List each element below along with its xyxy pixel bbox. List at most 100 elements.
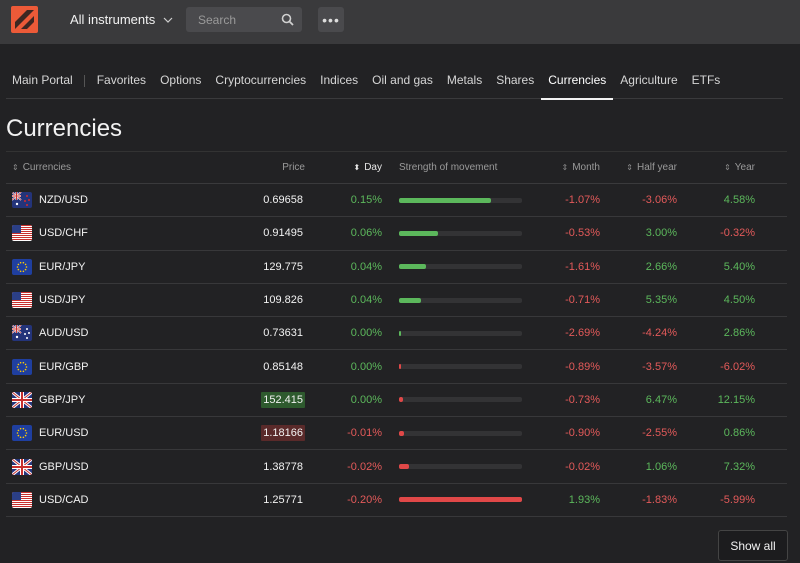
day-change: -0.20%: [347, 493, 382, 506]
column-header-year[interactable]: ⇕ Year: [724, 162, 755, 173]
chevron-down-icon: [163, 17, 173, 23]
strength-bar-fill: [399, 197, 491, 203]
show-all-button[interactable]: Show all: [718, 530, 788, 561]
tab-main-portal[interactable]: Main Portal: [6, 66, 85, 99]
instrument-symbol: AUD/USD: [39, 327, 89, 340]
price-value: 109.826: [263, 294, 303, 307]
instrument-cell[interactable]: EUR/JPY: [12, 251, 85, 283]
instrument-symbol: USD/JPY: [39, 294, 86, 307]
sort-icon: ⇕: [12, 163, 19, 172]
year-change: 4.50%: [723, 294, 755, 307]
price-cell: 1.38778: [261, 450, 305, 482]
tab-shares[interactable]: Shares: [496, 73, 535, 87]
price-cell: 0.91495: [261, 217, 305, 249]
month-change: -1.61%: [565, 260, 600, 273]
top-bar: All instruments •••: [0, 0, 800, 44]
table-row[interactable]: NZD/USD 0.69658 0.15% -1.07% -3.06% 4.58%: [6, 184, 787, 218]
day-change: -0.02%: [347, 460, 382, 473]
gb-flag-icon: [12, 391, 32, 408]
sort-icon: ⇕: [724, 163, 731, 172]
year-change: 0.86%: [723, 427, 755, 440]
instrument-cell[interactable]: GBP/JPY: [12, 384, 85, 416]
table-row[interactable]: USD/CHF 0.91495 0.06% -0.53% 3.00% -0.32%: [6, 217, 787, 251]
strength-bar-fill: [399, 330, 401, 336]
instrument-symbol: EUR/USD: [39, 427, 89, 440]
table-row[interactable]: USD/JPY 109.826 0.04% -0.71% 5.35% 4.50%: [6, 284, 787, 318]
search-box[interactable]: [186, 7, 302, 32]
table-row[interactable]: USD/CAD 1.25771 -0.20% 1.93% -1.83% -5.99%: [6, 484, 787, 517]
table-row[interactable]: EUR/USD 1.18166 -0.01% -0.90% -2.55% 0.86%: [6, 417, 787, 451]
column-header-currencies[interactable]: ⇕ Currencies: [12, 162, 72, 173]
instrument-cell[interactable]: USD/JPY: [12, 284, 85, 316]
search-icon[interactable]: [281, 13, 294, 26]
tab-metals[interactable]: Metals: [446, 73, 483, 87]
year-change: -5.99%: [720, 493, 755, 506]
year-change: 2.86%: [723, 327, 755, 340]
table-body: NZD/USD 0.69658 0.15% -1.07% -3.06% 4.58% USD/…: [6, 184, 787, 517]
month-change: -0.89%: [565, 360, 600, 373]
strength-bar-fill: [399, 230, 438, 236]
tab-cryptocurrencies[interactable]: Cryptocurrencies: [215, 73, 307, 87]
table-row[interactable]: GBP/USD 1.38778 -0.02% -0.02% 1.06% 7.32%: [6, 450, 787, 484]
search-input[interactable]: [198, 12, 278, 27]
day-change: 0.00%: [350, 360, 382, 373]
strength-cell: [399, 251, 522, 283]
us-flag-icon: [12, 225, 32, 242]
instrument-cell[interactable]: AUD/USD: [12, 317, 89, 349]
price-value: 1.25771: [263, 493, 303, 506]
strength-bar-fill: [399, 430, 404, 436]
day-change: 0.00%: [350, 327, 382, 340]
half-year-change: 6.47%: [645, 393, 677, 406]
half-year-change: -3.57%: [642, 360, 677, 373]
tab-etfs[interactable]: ETFs: [691, 73, 721, 87]
instrument-selector[interactable]: All instruments: [70, 12, 173, 27]
column-header-day[interactable]: ⬍ Day: [353, 162, 383, 173]
tab-indices[interactable]: Indices: [320, 73, 359, 87]
month-change: -1.07%: [565, 194, 600, 207]
brand-logo-icon[interactable]: [11, 6, 38, 33]
strength-bar: [399, 297, 522, 303]
column-header-month[interactable]: ⇕ Month: [561, 162, 601, 173]
strength-bar: [399, 364, 522, 370]
month-change: -0.90%: [565, 427, 600, 440]
column-header-half-year[interactable]: ⇕ Half year: [626, 162, 677, 173]
instrument-cell[interactable]: USD/CAD: [12, 484, 89, 516]
strength-cell: [399, 384, 522, 416]
table-header: ⇕ Currencies Price ⬍ Day Strength of movem…: [6, 151, 787, 184]
table-row[interactable]: GBP/JPY 152.415 0.00% -0.73% 6.47% 12.15%: [6, 384, 787, 418]
half-year-change: 3.00%: [645, 227, 677, 240]
strength-bar: [399, 330, 522, 336]
day-change: 0.06%: [350, 227, 382, 240]
strength-cell: [399, 417, 522, 449]
table-row[interactable]: EUR/JPY 129.775 0.04% -1.61% 2.66% 5.40%: [6, 251, 787, 284]
tab-currencies[interactable]: Currencies: [541, 66, 614, 100]
year-change: 4.58%: [723, 194, 755, 207]
strength-bar: [399, 464, 522, 470]
column-header-price[interactable]: Price: [282, 162, 305, 173]
table-row[interactable]: AUD/USD 0.73631 0.00% -2.69% -4.24% 2.86%: [6, 317, 787, 351]
price-cell: 1.18166: [261, 417, 305, 449]
day-change: 0.04%: [350, 294, 382, 307]
month-change: -0.53%: [565, 227, 600, 240]
instrument-cell[interactable]: GBP/USD: [12, 450, 89, 482]
instrument-cell[interactable]: EUR/GBP: [12, 350, 89, 382]
tab-options[interactable]: Options: [160, 73, 202, 87]
table-row[interactable]: EUR/GBP 0.85148 0.00% -0.89% -3.57% -6.02%: [6, 350, 787, 384]
instrument-cell[interactable]: USD/CHF: [12, 217, 88, 249]
instrument-cell[interactable]: EUR/USD: [12, 417, 89, 449]
more-options-button[interactable]: •••: [318, 7, 344, 32]
strength-bar-fill: [399, 364, 401, 370]
tab-oil-and-gas[interactable]: Oil and gas: [372, 73, 433, 87]
instrument-cell[interactable]: NZD/USD: [12, 184, 88, 216]
day-change: 0.00%: [350, 393, 382, 406]
price-cell: 152.415: [261, 384, 305, 416]
au-flag-icon: [12, 325, 32, 342]
tab-favorites[interactable]: Favorites: [96, 73, 147, 87]
category-tabs: Main Portal Favorites Options Cryptocurrenc…: [6, 66, 783, 100]
year-change: 5.40%: [723, 260, 755, 273]
month-change: -0.71%: [565, 294, 600, 307]
half-year-change: -4.24%: [642, 327, 677, 340]
instrument-symbol: GBP/JPY: [39, 393, 86, 406]
price-value: 1.38778: [263, 460, 303, 473]
tab-agriculture[interactable]: Agriculture: [620, 73, 678, 87]
